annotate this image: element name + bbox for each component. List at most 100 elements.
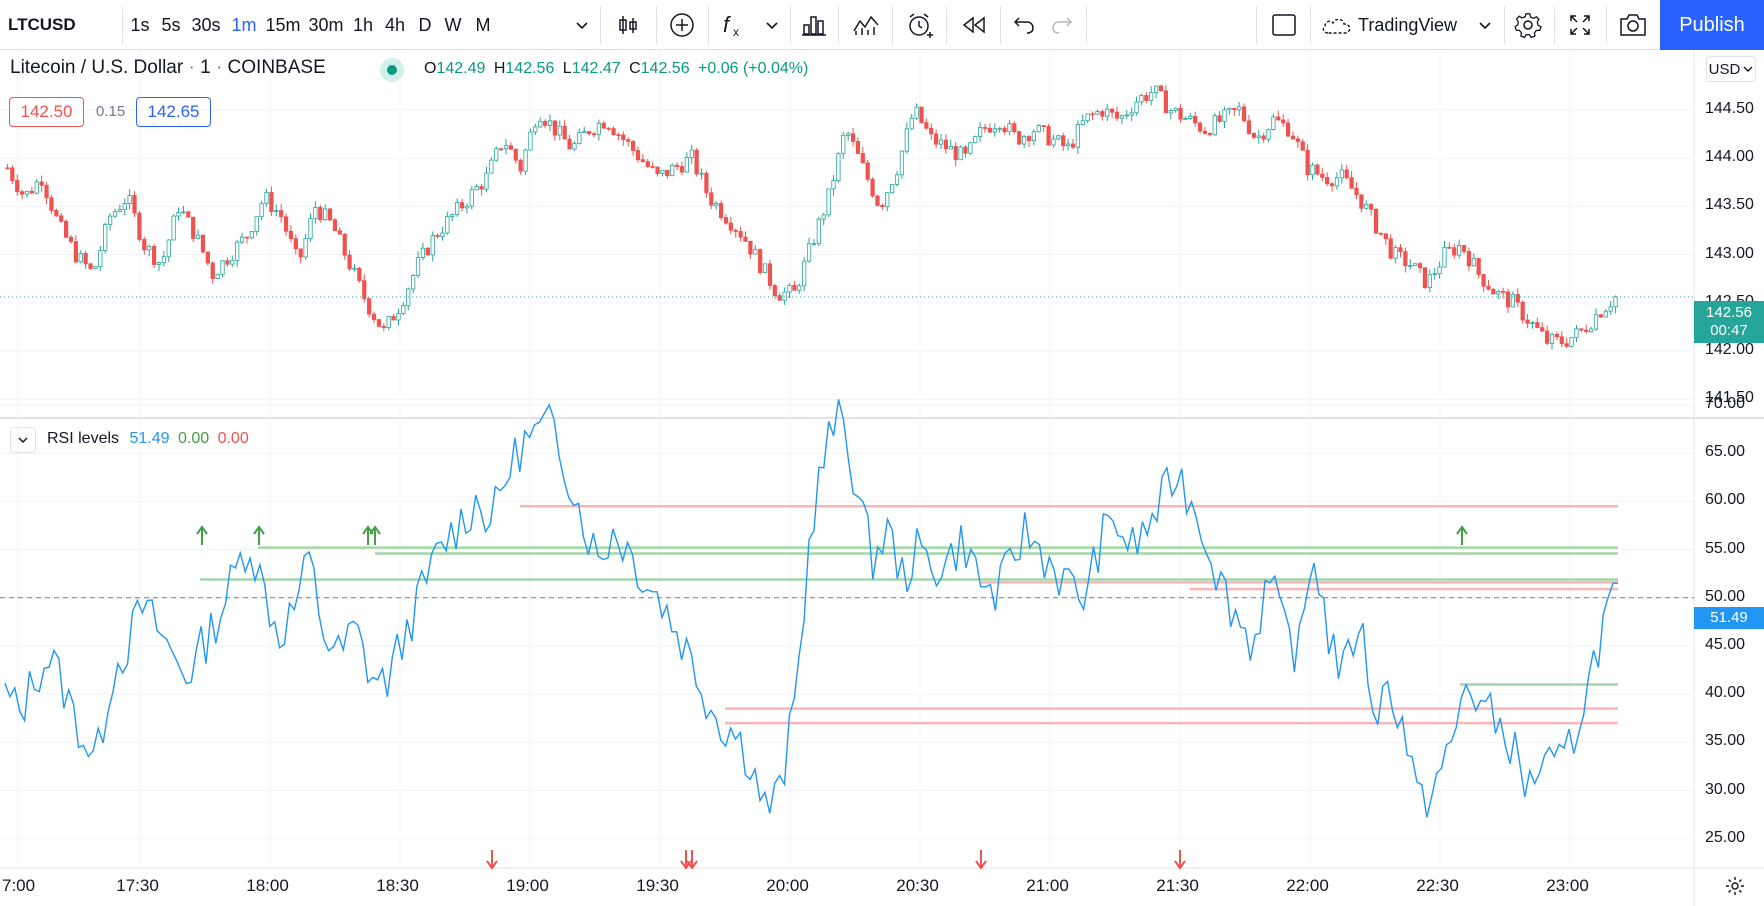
candle-body [718, 203, 724, 219]
candle-body [1183, 118, 1188, 120]
interval-30s[interactable]: 30s [191, 14, 221, 35]
currency-select[interactable]: USD [1706, 56, 1756, 82]
chevron-down-icon[interactable] [1474, 0, 1496, 50]
candle-body [1549, 333, 1555, 344]
candle-body [1261, 135, 1266, 140]
interval-5s[interactable]: 5s [161, 14, 181, 35]
layout-name-button[interactable]: TradingView [1358, 14, 1458, 35]
candle-body [533, 126, 538, 133]
chevron-down-icon[interactable] [570, 0, 594, 50]
bid-price-button[interactable]: 142.50 [9, 97, 84, 127]
candle-body [797, 285, 802, 291]
candle-body [1090, 113, 1095, 116]
candle-body [1559, 336, 1564, 345]
interval-4h[interactable]: 4h [384, 14, 406, 35]
candle-body [127, 195, 132, 204]
interval-m[interactable]: M [475, 14, 491, 35]
interval-15m[interactable]: 15m [265, 14, 301, 35]
candle-body [1417, 263, 1423, 269]
candle-body [1017, 131, 1022, 145]
chevron-down-icon[interactable] [760, 0, 784, 50]
candle-body [68, 236, 74, 243]
candle-body [1095, 111, 1100, 115]
candle-body [1574, 328, 1579, 338]
close-label: C [629, 60, 641, 77]
top-toolbar: LTCUSD 1s 5s 30s 1m 15m 30m 1h 4h D W M … [0, 0, 1764, 50]
interval-1s[interactable]: 1s [130, 14, 150, 35]
undo-icon[interactable] [1008, 0, 1040, 50]
rsi-tick-label: 25.00 [1705, 828, 1746, 846]
candle-body [1031, 131, 1037, 142]
candle-body [1584, 329, 1589, 333]
market-status-icon[interactable] [380, 58, 404, 82]
rsi-line [4, 399, 1619, 818]
candle-body [943, 139, 949, 150]
main-legend: Litecoin / U.S. Dollar · 1 · COINBASE [10, 57, 326, 79]
interval-1h[interactable]: 1h [352, 14, 374, 35]
candle-body [1241, 106, 1247, 122]
toolbar-divider [946, 6, 947, 44]
interval-d[interactable]: D [418, 14, 432, 35]
candle-body [865, 162, 870, 180]
chart-canvas[interactable] [0, 51, 1764, 906]
indicator-templates-icon[interactable] [848, 0, 884, 50]
publish-button[interactable]: Publish [1660, 0, 1764, 50]
candle-body [860, 153, 865, 164]
interval-30m[interactable]: 30m [308, 14, 344, 35]
candle-body [792, 284, 797, 291]
candle-body [24, 190, 30, 195]
up-arrow [1456, 525, 1468, 545]
time-tick-label: 19:30 [636, 876, 679, 895]
candle-body [870, 178, 875, 197]
symbol-search-button[interactable]: LTCUSD [8, 15, 76, 34]
candle-body [1070, 143, 1076, 148]
candle-body [997, 127, 1002, 130]
candles-icon[interactable] [610, 0, 646, 50]
candle-body [1026, 136, 1032, 142]
chart-area[interactable]: Litecoin / U.S. Dollar · 1 · COINBASE O1… [0, 51, 1764, 906]
candle-body [821, 214, 826, 220]
candle-body [1383, 233, 1388, 240]
candles [0, 84, 1694, 350]
interval-w[interactable]: W [444, 14, 462, 35]
candle-body [787, 284, 792, 293]
candle-body [1603, 310, 1608, 318]
candle-body [1334, 177, 1340, 187]
replay-icon[interactable] [956, 0, 992, 50]
candle-body [151, 245, 157, 265]
candle-body [455, 202, 460, 215]
legend-title[interactable]: Litecoin / U.S. Dollar [10, 57, 184, 78]
candle-body [249, 231, 254, 239]
candle-body [1598, 314, 1604, 318]
down-arrow-head [975, 860, 987, 870]
square-icon[interactable] [1266, 0, 1302, 50]
candle-body [200, 234, 206, 253]
plus-circle-icon[interactable] [664, 0, 700, 50]
candle-body [171, 215, 176, 241]
rsi-name[interactable]: RSI levels [47, 430, 120, 447]
svg-text:x: x [733, 25, 739, 39]
gear-icon[interactable] [1722, 873, 1748, 899]
candle-body [542, 120, 548, 126]
cloud-icon[interactable] [1318, 0, 1356, 50]
gear-icon[interactable] [1510, 0, 1546, 50]
alarm-icon[interactable] [902, 0, 938, 50]
interval-1m[interactable]: 1m [231, 14, 257, 35]
candle-body [523, 149, 528, 172]
candle-body [107, 215, 113, 226]
ask-price-button[interactable]: 142.65 [136, 97, 211, 127]
price-tick-label: 143.50 [1705, 196, 1754, 214]
collapse-legend-button[interactable] [10, 427, 36, 453]
toolbar-divider [1086, 6, 1087, 44]
candle-body [494, 148, 499, 161]
camera-icon[interactable] [1614, 0, 1652, 50]
candle-body [244, 236, 250, 239]
candle-body [1388, 238, 1393, 259]
time-tick-label: 17:30 [116, 876, 159, 895]
candle-body [626, 139, 631, 142]
candle-body [806, 243, 812, 262]
candle-body [1212, 115, 1217, 136]
fullscreen-icon[interactable] [1562, 0, 1598, 50]
bar-chart-icon[interactable] [796, 0, 832, 50]
